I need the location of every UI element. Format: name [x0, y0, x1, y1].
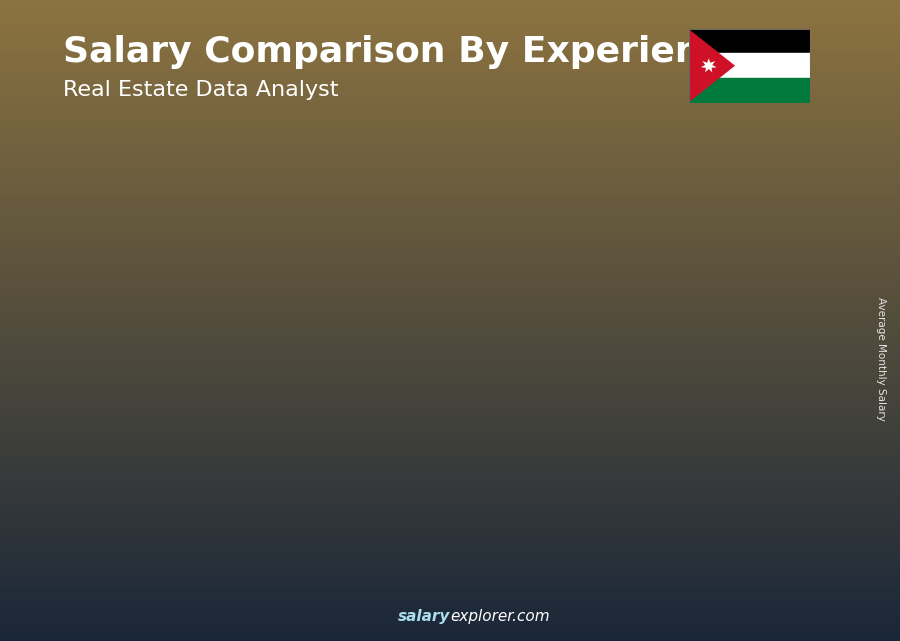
Text: salary: salary: [398, 610, 450, 624]
Polygon shape: [335, 319, 338, 558]
Polygon shape: [214, 397, 219, 558]
Text: 1,130 JOD: 1,130 JOD: [214, 406, 284, 419]
Text: +22%: +22%: [398, 218, 461, 237]
Polygon shape: [695, 208, 776, 215]
Text: explorer.com: explorer.com: [450, 610, 550, 624]
Polygon shape: [454, 268, 525, 558]
Polygon shape: [335, 312, 415, 319]
Text: 1,680 JOD: 1,680 JOD: [335, 328, 404, 341]
Text: Average Monthly Salary: Average Monthly Salary: [877, 297, 886, 421]
Polygon shape: [765, 208, 776, 558]
Polygon shape: [454, 260, 536, 268]
Text: 850 JOD: 850 JOD: [101, 445, 158, 458]
Polygon shape: [695, 215, 699, 558]
Polygon shape: [688, 29, 735, 103]
Bar: [688, 53, 810, 78]
Polygon shape: [214, 390, 295, 397]
Polygon shape: [575, 241, 644, 558]
Polygon shape: [214, 397, 284, 558]
Bar: [688, 78, 810, 103]
Text: 2,040 JOD: 2,040 JOD: [454, 277, 525, 290]
Text: Real Estate Data Analyst: Real Estate Data Analyst: [63, 80, 338, 100]
Polygon shape: [94, 429, 175, 437]
Text: +9%: +9%: [525, 188, 574, 207]
Text: +48%: +48%: [278, 272, 341, 291]
Polygon shape: [644, 233, 655, 558]
Text: 2,230 JOD: 2,230 JOD: [575, 249, 644, 263]
Polygon shape: [404, 312, 415, 558]
Polygon shape: [454, 268, 459, 558]
Polygon shape: [525, 260, 535, 558]
Polygon shape: [94, 437, 164, 558]
Polygon shape: [575, 241, 580, 558]
Polygon shape: [284, 390, 295, 558]
Text: 2,410 JOD: 2,410 JOD: [695, 224, 765, 237]
Text: Salary Comparison By Experience: Salary Comparison By Experience: [63, 35, 746, 69]
Bar: [688, 29, 810, 53]
Polygon shape: [94, 437, 98, 558]
Text: +34%: +34%: [158, 353, 220, 372]
Polygon shape: [695, 215, 765, 558]
Text: +8%: +8%: [645, 160, 695, 179]
Polygon shape: [575, 233, 655, 241]
Polygon shape: [335, 319, 404, 558]
Polygon shape: [164, 429, 175, 558]
Polygon shape: [701, 58, 716, 72]
